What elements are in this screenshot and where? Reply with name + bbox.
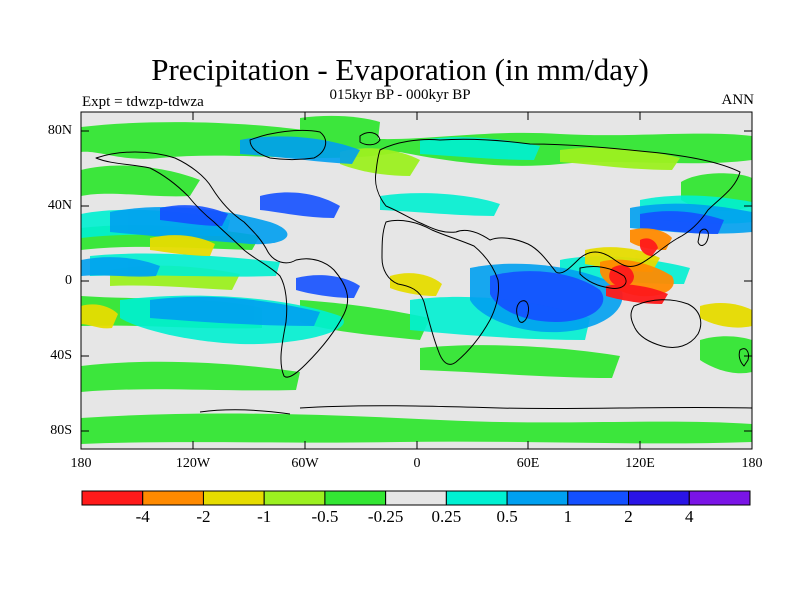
colorbar-label: 2 — [624, 507, 633, 526]
y-tick-label: 40S — [50, 348, 72, 363]
chart-title: Precipitation - Evaporation (in mm/day) — [151, 52, 649, 87]
y-tick-label: 80N — [47, 123, 72, 138]
y-tick-marks — [81, 130, 752, 432]
colorbar-swatch — [202, 490, 265, 506]
colorbar-swatch — [567, 490, 630, 506]
y-tick-label: 40N — [47, 198, 72, 213]
colorbar-label: 4 — [685, 507, 694, 526]
coastlines — [95, 129, 752, 415]
colorbar-label: -1 — [257, 507, 272, 526]
contour-field — [81, 115, 752, 444]
chart-subtitle: 015kyr BP - 000kyr BP — [329, 87, 471, 103]
colorbar-label: -0.5 — [311, 507, 339, 526]
red-bands — [606, 238, 668, 304]
x-tick-label: 60E — [516, 456, 540, 471]
colorbar-swatch — [142, 490, 204, 506]
colorbar-swatch — [506, 490, 569, 506]
x-tick-label: 180 — [70, 456, 92, 471]
colorbar-swatch — [445, 490, 508, 506]
colorbar-label: 0.25 — [431, 507, 462, 526]
colorbar-label: 0.5 — [496, 507, 518, 526]
y-tick-label: 0 — [65, 273, 72, 288]
colorbar-swatch — [263, 490, 326, 506]
colorbar-swatch — [81, 490, 144, 506]
x-tick-marks — [80, 112, 753, 449]
colorbar-label: 1 — [563, 507, 573, 526]
x-tick-label: 180 — [741, 456, 763, 471]
colorbar-label: -4 — [135, 507, 150, 526]
colorbar-label: -0.25 — [367, 507, 404, 526]
y-tick-label: 80S — [50, 423, 72, 438]
x-tick-label: 120E — [625, 456, 655, 471]
colorbar-swatch — [385, 490, 447, 506]
colorbar-label: -2 — [196, 507, 211, 526]
colorbar-swatch — [688, 490, 751, 506]
colorbar-swatch — [324, 490, 387, 506]
experiment-label: Expt = tdwzp-tdwza — [82, 94, 204, 110]
map-plot-area — [80, 111, 753, 450]
x-tick-label: 120W — [175, 456, 211, 471]
colorbar-swatch — [628, 490, 690, 506]
colorbar — [81, 490, 751, 506]
x-tick-label: 60W — [291, 456, 319, 471]
x-tick-label: 0 — [413, 456, 421, 471]
yellow-bands — [81, 235, 752, 329]
season-label: ANN — [721, 92, 755, 108]
